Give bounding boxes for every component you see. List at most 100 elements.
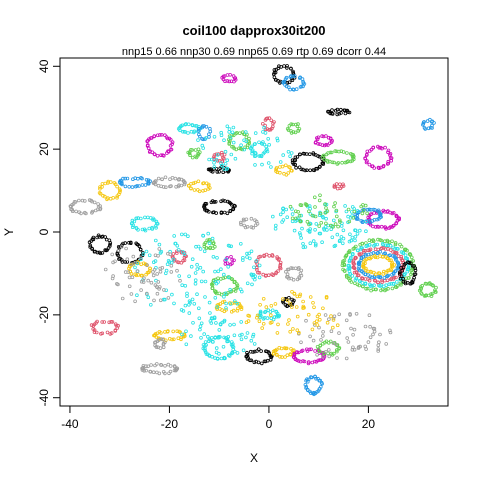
- data-point: [196, 152, 201, 157]
- data-point: [131, 177, 135, 182]
- data-point: [144, 178, 149, 182]
- data-point: [345, 336, 350, 340]
- data-point: [221, 344, 226, 349]
- data-point: [203, 279, 208, 284]
- data-point: [354, 311, 359, 316]
- data-point: [382, 209, 387, 214]
- data-point: [127, 266, 131, 271]
- data-point: [375, 255, 380, 260]
- data-point: [331, 318, 336, 322]
- data-point: [286, 171, 291, 175]
- data-point: [203, 340, 208, 344]
- data-point: [239, 337, 244, 342]
- data-point: [326, 109, 330, 114]
- data-point: [430, 123, 434, 128]
- data-point: [229, 254, 233, 259]
- data-point: [281, 153, 286, 157]
- data-point: [292, 228, 297, 233]
- data-point: [172, 234, 177, 238]
- data-point: [106, 179, 110, 184]
- data-point: [360, 281, 365, 285]
- data-point: [320, 134, 324, 138]
- data-point: [155, 222, 160, 226]
- data-point: [249, 272, 254, 277]
- data-point: [222, 335, 226, 340]
- data-point: [95, 235, 99, 240]
- data-point: [324, 142, 329, 147]
- data-point: [434, 285, 438, 290]
- data-point: [216, 269, 221, 274]
- data-point: [398, 242, 402, 247]
- data-point: [356, 345, 361, 349]
- data-point: [309, 347, 313, 352]
- data-point: [92, 330, 97, 334]
- data-point: [329, 314, 333, 318]
- data-point: [230, 261, 234, 266]
- data-point: [250, 282, 254, 287]
- data-point: [208, 311, 212, 315]
- data-point: [386, 286, 390, 291]
- data-point: [159, 133, 164, 137]
- data-point: [224, 306, 228, 310]
- data-point: [365, 286, 370, 291]
- data-point: [323, 225, 328, 229]
- data-point: [399, 256, 404, 261]
- data-point: [226, 243, 231, 248]
- data-point: [139, 279, 144, 284]
- data-point: [262, 150, 267, 155]
- data-point: [364, 219, 368, 224]
- data-point: [144, 368, 148, 373]
- data-point: [393, 269, 398, 273]
- data-point: [283, 163, 288, 168]
- data-point: [360, 220, 365, 225]
- data-point: [353, 228, 357, 233]
- data-point: [230, 340, 234, 344]
- data-point: [335, 162, 340, 166]
- data-point: [170, 292, 174, 297]
- data-point: [215, 153, 220, 157]
- data-point: [210, 157, 214, 162]
- data-point: [317, 351, 322, 355]
- y-tick-label: 40: [37, 59, 51, 73]
- data-point: [335, 349, 339, 354]
- data-point: [155, 331, 160, 336]
- data-point: [267, 143, 272, 147]
- data-point: [376, 343, 381, 348]
- data-point: [394, 246, 399, 251]
- data-point: [100, 331, 105, 336]
- data-point: [287, 165, 291, 169]
- data-point: [326, 348, 331, 352]
- data-point: [203, 295, 207, 299]
- data-point: [253, 277, 257, 282]
- data-point: [161, 345, 166, 350]
- data-point: [249, 358, 254, 363]
- data-point: [113, 322, 118, 327]
- data-point: [223, 262, 228, 266]
- data-point: [402, 247, 407, 252]
- data-point: [91, 323, 96, 328]
- data-point: [139, 257, 143, 262]
- data-point: [228, 209, 233, 214]
- data-point: [423, 127, 428, 131]
- data-point: [299, 273, 304, 278]
- data-point: [353, 235, 358, 239]
- data-point: [318, 349, 322, 354]
- data-point: [304, 347, 309, 352]
- data-point: [172, 337, 176, 342]
- data-point: [193, 180, 198, 185]
- data-point: [139, 255, 143, 260]
- data-point: [385, 278, 390, 283]
- data-point: [291, 130, 296, 134]
- plot-frame: [59, 57, 449, 407]
- data-point: [232, 258, 236, 263]
- data-point: [281, 210, 285, 214]
- data-point: [425, 119, 430, 123]
- data-point: [392, 254, 397, 259]
- data-point: [162, 288, 166, 292]
- data-point: [291, 327, 295, 331]
- data-point: [335, 356, 339, 360]
- data-point: [110, 276, 115, 281]
- data-point: [151, 218, 155, 222]
- data-point: [207, 209, 211, 214]
- data-point: [158, 269, 163, 274]
